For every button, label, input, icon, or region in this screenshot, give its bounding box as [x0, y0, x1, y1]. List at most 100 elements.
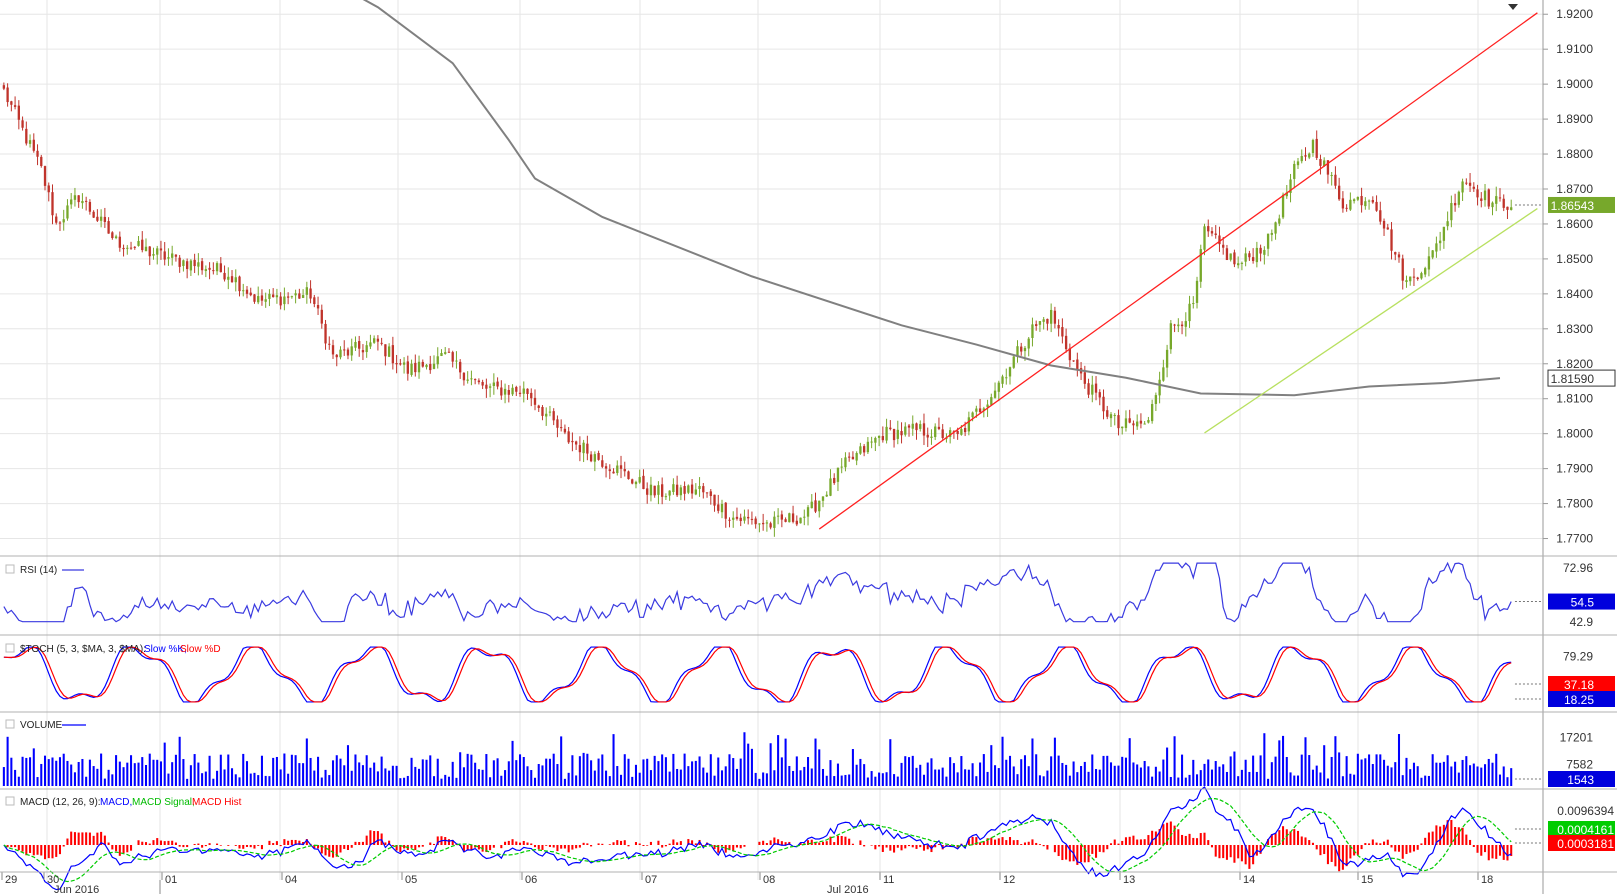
volume-bar	[560, 736, 563, 786]
volume-bar	[1252, 755, 1255, 786]
candle-body	[309, 288, 312, 299]
candle	[1289, 173, 1292, 203]
volume-bar	[915, 767, 918, 786]
macd-hist-bar	[1166, 822, 1169, 845]
volume-bar	[765, 773, 768, 786]
volume-bar	[848, 774, 851, 786]
volume-bar	[1065, 764, 1068, 786]
candle-body	[1139, 420, 1143, 424]
macd-hist-bar	[451, 839, 454, 845]
volume-bar	[1397, 734, 1401, 786]
macd-hist-bar	[1132, 835, 1135, 845]
volume-bar	[799, 770, 802, 786]
candle-body	[361, 350, 365, 353]
candle-body	[1046, 318, 1049, 324]
candle	[496, 377, 499, 390]
candle-body	[724, 502, 727, 519]
volume-bar	[107, 769, 110, 786]
volume-bar	[1083, 761, 1086, 786]
candle-body	[765, 522, 769, 524]
candle	[313, 294, 316, 308]
volume-bar	[1113, 765, 1116, 786]
candle-body	[193, 259, 196, 267]
volume-bar	[1005, 759, 1008, 786]
candle-body	[1510, 207, 1513, 210]
candle-body	[586, 443, 589, 454]
macd-hist-bar	[421, 845, 424, 847]
candle-body	[776, 515, 780, 517]
candle	[249, 287, 252, 297]
macd-hist-bar	[1304, 837, 1307, 845]
macd-hist-bar	[773, 837, 776, 845]
volume-bar	[840, 775, 843, 786]
candle	[1274, 221, 1277, 240]
candle-body	[1061, 327, 1064, 337]
volume-bar	[283, 753, 286, 786]
volume-bar	[997, 768, 1000, 786]
macd-hist-bar	[1510, 845, 1513, 857]
macd-hist-bar	[418, 845, 421, 848]
candle-body	[10, 101, 13, 105]
volume-bar	[331, 760, 335, 786]
price-panel[interactable]	[2, 0, 1543, 537]
candle	[1124, 410, 1128, 432]
candle	[126, 245, 129, 255]
volume-bar	[1031, 738, 1034, 786]
macd-hist-bar	[115, 845, 118, 852]
volume-bar	[1454, 761, 1457, 786]
volume-bar	[429, 755, 432, 786]
macd-hist-bar	[36, 845, 39, 855]
candle-body	[174, 254, 178, 257]
rsi-tick-label: 42.9	[1570, 615, 1594, 629]
candle-body	[597, 452, 600, 460]
candle	[1199, 244, 1202, 288]
candle-body	[1450, 203, 1453, 221]
macd-hist-bar	[1076, 845, 1079, 865]
candle	[836, 467, 840, 492]
candle-body	[1506, 206, 1509, 210]
volume-bar	[702, 767, 705, 786]
candle-body	[81, 200, 84, 204]
macd-hist-bar	[915, 845, 918, 849]
macd-hist-bar	[201, 845, 204, 848]
candle-body	[1214, 233, 1217, 235]
candle-body	[1199, 249, 1202, 282]
volume-bar	[1289, 772, 1292, 786]
volume-bar	[425, 759, 428, 786]
macd-hist-bar	[900, 845, 903, 851]
candle-body	[840, 466, 843, 468]
volume-bar	[1143, 760, 1146, 786]
candle	[444, 347, 447, 355]
candle-body	[111, 232, 114, 239]
candle	[997, 380, 1000, 402]
candle	[1109, 412, 1113, 427]
macd-hist-bar	[975, 837, 978, 845]
candle-body	[560, 427, 563, 429]
macd-hist-bar	[556, 845, 559, 852]
macd-hist-bar	[1483, 845, 1487, 853]
candle	[1158, 371, 1161, 404]
macd-hist-bar	[1188, 833, 1191, 845]
candle-body	[425, 364, 428, 368]
volume-bar	[713, 775, 716, 786]
candle	[720, 499, 724, 519]
volume-bar	[298, 763, 301, 786]
candle	[1360, 187, 1363, 213]
macd-hist-bar	[294, 839, 297, 845]
candle	[350, 338, 353, 361]
candle-body	[1289, 179, 1292, 193]
candle-body	[275, 295, 279, 298]
volume-bar	[1244, 759, 1247, 786]
candle-body	[825, 494, 828, 497]
candle-body	[810, 501, 813, 509]
candle	[859, 442, 862, 455]
volume-bar	[358, 762, 361, 786]
volume-bar	[432, 776, 436, 786]
volume-bar	[234, 774, 237, 786]
macd-hist-bar	[922, 845, 926, 851]
candle-body	[1098, 392, 1101, 398]
